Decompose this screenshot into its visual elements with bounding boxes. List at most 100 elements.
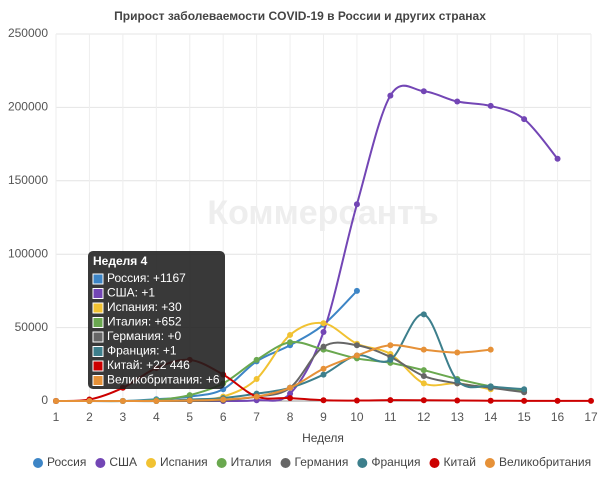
data-point: [287, 384, 294, 391]
data-point: [420, 397, 427, 404]
data-point: [153, 397, 160, 404]
tooltip-swatch: [92, 288, 104, 299]
x-tick-label: 13: [451, 410, 465, 424]
data-point: [86, 398, 93, 404]
chart-title: Прирост заболеваемости COVID-19 в России…: [114, 9, 486, 23]
legend-label: Великобритания: [499, 455, 591, 469]
data-point: [320, 365, 327, 372]
legend-label: Италия: [231, 455, 272, 469]
data-point: [353, 201, 360, 208]
tooltip-swatch: [92, 331, 104, 343]
data-point: [253, 393, 260, 400]
tooltip-swatch: [92, 273, 104, 285]
x-tick-label: 2: [86, 410, 93, 424]
data-point: [220, 396, 227, 403]
legend-label: Китай: [444, 455, 476, 469]
data-point: [420, 346, 427, 353]
data-point: [353, 342, 360, 349]
data-point: [454, 377, 461, 384]
y-tick-label: 150000: [8, 173, 48, 187]
tooltip-swatch: [92, 375, 104, 386]
x-tick-label: 4: [153, 410, 160, 424]
x-tick-label: 5: [186, 410, 193, 424]
data-point: [119, 398, 126, 404]
x-tick-label: 14: [484, 410, 498, 424]
tooltip-item: Великобритания: +6: [107, 373, 220, 387]
tooltip-swatch: [92, 360, 104, 372]
y-tick-label: 100000: [8, 246, 48, 260]
y-tick-label: 200000: [8, 100, 48, 114]
x-axis-label: Неделя: [302, 431, 344, 445]
data-point: [353, 352, 360, 359]
data-point: [420, 380, 427, 387]
data-point: [487, 383, 494, 390]
x-tick-label: 16: [551, 410, 565, 424]
data-point: [287, 339, 294, 346]
x-tick-label: 3: [120, 410, 127, 424]
data-point: [521, 116, 528, 123]
legend-item[interactable]: Франция: [357, 455, 421, 469]
data-point: [420, 367, 427, 374]
data-point: [487, 397, 494, 404]
x-tick-label: 9: [320, 410, 327, 424]
data-point: [387, 356, 394, 363]
data-point: [588, 397, 594, 404]
legend-item[interactable]: США: [95, 455, 137, 469]
legend-marker: [280, 458, 291, 468]
data-point: [186, 397, 193, 404]
tooltip-item: Германия: +0: [107, 329, 181, 343]
data-point: [186, 392, 193, 399]
legend-item[interactable]: Испания: [146, 455, 208, 469]
data-point: [320, 343, 327, 350]
legend-marker: [429, 458, 440, 468]
data-point: [253, 356, 260, 363]
y-tick-label: 250000: [8, 26, 48, 40]
x-tick-label: 7: [253, 410, 260, 424]
legend-item[interactable]: Китай: [429, 455, 476, 469]
tooltip-item: Китай: +22 446: [107, 358, 190, 372]
tooltip-swatch: [92, 302, 104, 314]
legend-marker: [357, 458, 368, 468]
legend-marker: [33, 458, 43, 468]
data-point: [387, 397, 394, 404]
data-point: [554, 397, 561, 404]
legend-marker: [95, 458, 106, 468]
tooltip-item: США: +1: [107, 286, 155, 300]
data-point: [353, 397, 360, 404]
data-point: [287, 395, 294, 402]
tooltip-item: Италия: +652: [107, 315, 182, 329]
data-point: [521, 386, 528, 393]
x-tick-label: 17: [584, 410, 598, 424]
legend-label: Россия: [47, 455, 86, 469]
data-point: [387, 342, 394, 349]
data-point: [454, 397, 461, 404]
y-tick-label: 50000: [15, 320, 49, 334]
tooltip-box: [88, 251, 225, 389]
data-point: [320, 371, 327, 378]
data-point: [487, 102, 494, 109]
data-point: [353, 287, 360, 294]
legend-item[interactable]: Германия: [280, 455, 349, 469]
data-point: [320, 320, 327, 327]
legend-label: Франция: [371, 455, 420, 469]
legend-marker: [484, 458, 495, 468]
tooltip-item: Испания: +30: [107, 300, 182, 314]
data-point: [487, 346, 494, 353]
legend-marker: [216, 458, 227, 468]
data-point: [253, 375, 260, 382]
y-tick-label: 0: [41, 393, 48, 407]
data-point: [420, 373, 427, 380]
data-point: [420, 88, 427, 95]
data-point: [554, 155, 561, 162]
data-point: [420, 311, 427, 318]
legend-item[interactable]: Италия: [216, 455, 272, 469]
legend-marker: [146, 458, 157, 468]
legend-item[interactable]: Россия: [33, 455, 86, 469]
x-tick-label: 6: [220, 410, 227, 424]
legend-label: США: [109, 455, 137, 469]
data-point: [320, 329, 327, 336]
legend-item[interactable]: Великобритания: [484, 455, 591, 469]
x-tick-label: 12: [417, 410, 431, 424]
